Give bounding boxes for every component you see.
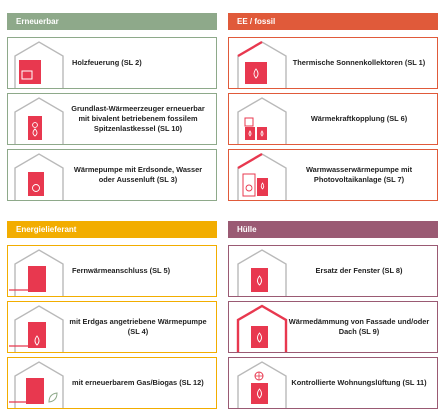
card-holzfeuerung: Holzfeuerung (SL 2) xyxy=(7,37,217,89)
section-header-energielieferant: Energielieferant xyxy=(7,221,217,238)
wood-stove-icon xyxy=(14,41,64,88)
card-waermepumpe: Wärmepumpe mit Erdsonde, Wasser oder Aus… xyxy=(7,149,217,201)
card-erdgas-waermepumpe: mit Erdgas angetriebene Wärmepumpe (SL 4… xyxy=(7,301,217,353)
pv-heat-pump-icon xyxy=(237,152,287,200)
window-flame-icon xyxy=(237,249,287,296)
card-label: Wärmedämmung von Fassade und/oder Dach (… xyxy=(288,317,430,336)
district-heating-icon xyxy=(9,249,64,296)
card-grundlast: Grundlast-Wärmeerzeuger erneuerbar mit b… xyxy=(7,93,217,145)
section-header-erneuerbar: Erneuerbar xyxy=(7,13,217,30)
card-warmwasserwaermepumpe: Warmwasserwärmepumpe mit Photovoltaikanl… xyxy=(228,149,438,201)
section-title: EE / fossil xyxy=(237,17,276,26)
biogas-leaf-icon xyxy=(9,361,64,408)
card-label: Grundlast-Wärmeerzeuger erneuerbar mit b… xyxy=(71,104,205,133)
card-label: Thermische Sonnenkollektoren (SL 1) xyxy=(292,58,426,67)
card-fernwaerme: Fernwärmeanschluss (SL 5) xyxy=(7,245,217,297)
section-title: Erneuerbar xyxy=(16,17,59,26)
ventilation-fan-icon xyxy=(237,361,287,408)
solar-collector-icon xyxy=(237,40,287,88)
card-label: Warmwasserwärmepumpe mit Photovoltaikanl… xyxy=(305,165,413,184)
card-wohnungslueftung: Kontrollierte Wohnungslüftung (SL 11) xyxy=(228,357,438,409)
card-waermekraftkopplung: Wärmekraftkopplung (SL 6) xyxy=(228,93,438,145)
chp-icon xyxy=(237,97,287,144)
card-label: Ersatz der Fenster (SL 8) xyxy=(315,266,403,275)
card-label: Holzfeuerung (SL 2) xyxy=(72,58,142,67)
card-waermedaemmung: Wärmedämmung von Fassade und/oder Dach (… xyxy=(228,301,438,353)
card-label: Wärmekraftkopplung (SL 6) xyxy=(310,114,408,123)
section-header-huelle: Hülle xyxy=(228,221,438,238)
gas-heat-pump-icon xyxy=(9,305,64,352)
card-sonnenkollektoren: Thermische Sonnenkollektoren (SL 1) xyxy=(228,37,438,89)
card-label: Kontrollierte Wohnungslüftung (SL 11) xyxy=(291,378,427,387)
card-label: Wärmepumpe mit Erdsonde, Wasser oder Aus… xyxy=(73,165,203,184)
section-header-ee-fossil: EE / fossil xyxy=(228,13,438,30)
card-label: mit Erdgas angetriebene Wärmepumpe (SL 4… xyxy=(69,317,207,336)
card-fenster: Ersatz der Fenster (SL 8) xyxy=(228,245,438,297)
section-title: Energielieferant xyxy=(16,225,77,234)
section-title: Hülle xyxy=(237,225,257,234)
card-label: mit erneuerbarem Gas/Biogas (SL 12) xyxy=(72,378,204,387)
card-biogas: mit erneuerbarem Gas/Biogas (SL 12) xyxy=(7,357,217,409)
insulation-icon xyxy=(236,304,288,352)
heat-pump-icon xyxy=(14,153,64,200)
flame-icon xyxy=(14,97,64,144)
card-label: Fernwärmeanschluss (SL 5) xyxy=(72,266,171,275)
